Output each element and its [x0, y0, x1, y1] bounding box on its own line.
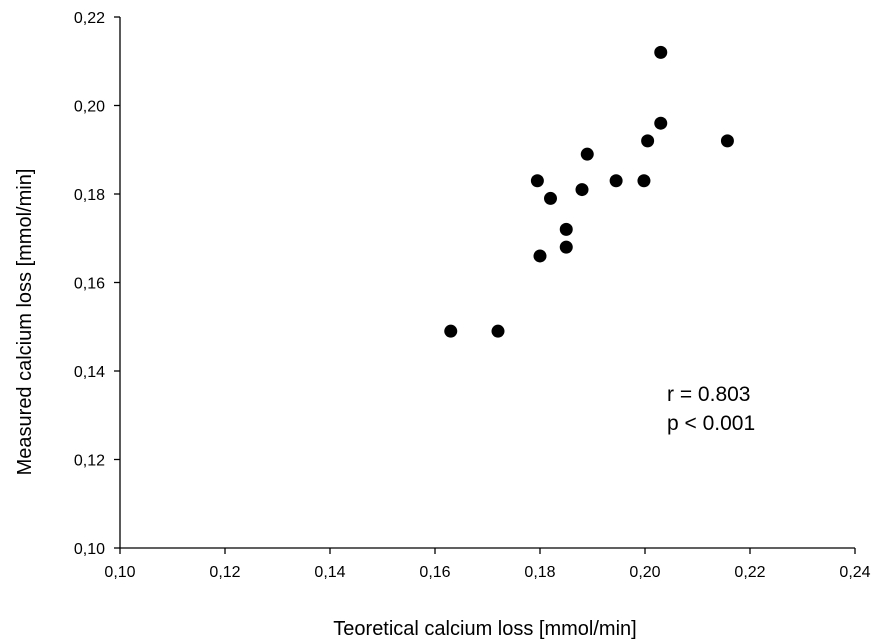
data-point — [492, 325, 505, 338]
data-point — [637, 174, 650, 187]
data-point — [531, 174, 544, 187]
data-point — [721, 134, 734, 147]
data-point — [576, 183, 589, 196]
x-axis-title: Teoretical calcium loss [mmol/min] — [333, 618, 636, 640]
y-tick-label: 0,12 — [74, 453, 105, 470]
x-tick-label: 0,18 — [524, 564, 555, 581]
data-point — [641, 134, 654, 147]
data-point — [560, 241, 573, 254]
y-tick-label: 0,10 — [74, 541, 105, 558]
axes — [120, 17, 855, 548]
y-tick-label: 0,22 — [74, 10, 105, 27]
data-point — [581, 148, 594, 161]
x-tick-label: 0,22 — [734, 564, 765, 581]
x-tick-label: 0,10 — [104, 564, 135, 581]
y-tick-label: 0,14 — [74, 364, 105, 381]
x-axis-ticks: 0,10 0,12 0,14 0,16 0,18 0,20 0,22 0,24 — [104, 548, 870, 581]
y-tick-label: 0,16 — [74, 276, 105, 293]
y-axis-title: Measured calcium loss [mmol/min] — [14, 169, 36, 476]
correlation-annotation: r = 0.803 — [667, 383, 750, 406]
y-tick-label: 0,18 — [74, 187, 105, 204]
x-tick-label: 0,20 — [629, 564, 660, 581]
data-point — [654, 117, 667, 130]
data-point — [654, 46, 667, 59]
y-axis-ticks: 0,10 0,12 0,14 0,16 0,18 0,20 0,22 — [74, 10, 120, 558]
x-tick-label: 0,14 — [314, 564, 345, 581]
y-tick-label: 0,20 — [74, 99, 105, 116]
x-tick-label: 0,16 — [419, 564, 450, 581]
data-points — [444, 46, 734, 338]
data-point — [610, 174, 623, 187]
data-point — [444, 325, 457, 338]
x-tick-label: 0,24 — [839, 564, 870, 581]
data-point — [544, 192, 557, 205]
data-point — [534, 249, 547, 262]
p-value-annotation: p < 0.001 — [667, 412, 755, 435]
data-point — [560, 223, 573, 236]
x-tick-label: 0,12 — [209, 564, 240, 581]
